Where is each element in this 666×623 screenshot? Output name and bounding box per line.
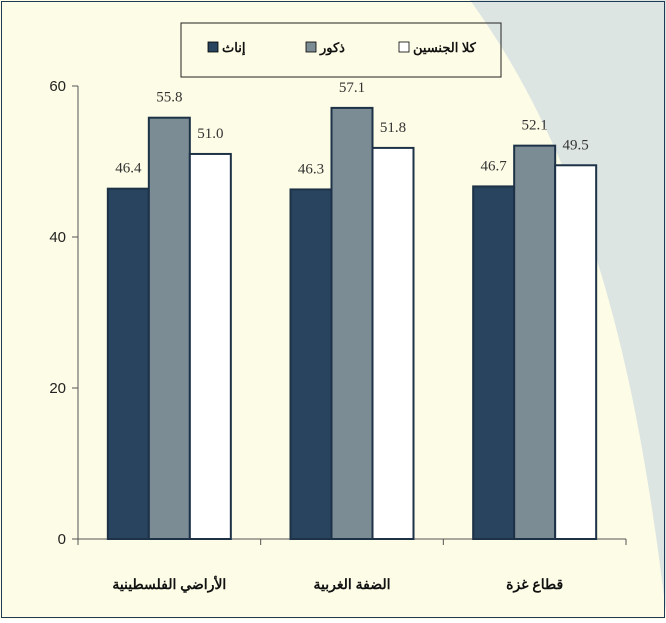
x-category-label: قطاع غزة bbox=[506, 576, 563, 593]
bar-series-1-category-0 bbox=[149, 118, 190, 539]
legend-label-series-2: كلا الجنسين bbox=[413, 40, 477, 56]
legend-swatch-series-1 bbox=[306, 42, 316, 52]
bar-series-2-category-1 bbox=[373, 148, 414, 539]
legend-swatch-series-0 bbox=[208, 42, 218, 52]
data-label-series-0-category-2: 46.7 bbox=[481, 158, 508, 174]
data-label-series-1-category-1: 57.1 bbox=[339, 80, 365, 96]
data-label-series-2-category-0: 51.0 bbox=[197, 126, 223, 142]
bar-series-2-category-2 bbox=[555, 165, 596, 539]
data-label-series-2-category-2: 49.5 bbox=[563, 137, 589, 153]
legend-label-series-0: إناث bbox=[222, 40, 246, 56]
data-label-series-1-category-2: 52.1 bbox=[522, 118, 548, 134]
y-tick-label: 20 bbox=[49, 380, 66, 397]
x-category-label: الأراضي الفلسطينية bbox=[112, 575, 226, 593]
y-tick-label: 40 bbox=[49, 229, 66, 246]
x-category-label: الضفة الغربية bbox=[313, 576, 390, 593]
y-tick-label: 0 bbox=[58, 531, 66, 548]
data-label-series-0-category-1: 46.3 bbox=[298, 161, 324, 177]
bars bbox=[108, 108, 596, 539]
data-label-series-0-category-0: 46.4 bbox=[115, 161, 142, 177]
bar-series-0-category-2 bbox=[473, 186, 514, 539]
legend-label-series-1: ذكور bbox=[319, 40, 345, 56]
bar-series-1-category-2 bbox=[514, 146, 555, 539]
y-tick-label: 60 bbox=[49, 78, 66, 95]
data-label-series-1-category-0: 55.8 bbox=[156, 90, 182, 106]
bar-series-0-category-0 bbox=[108, 189, 149, 539]
bar-series-0-category-1 bbox=[291, 189, 332, 539]
legend-swatch-series-2 bbox=[399, 42, 409, 52]
bar-series-1-category-1 bbox=[332, 108, 373, 539]
bar-series-2-category-0 bbox=[190, 154, 231, 539]
data-label-series-2-category-1: 51.8 bbox=[380, 120, 406, 136]
